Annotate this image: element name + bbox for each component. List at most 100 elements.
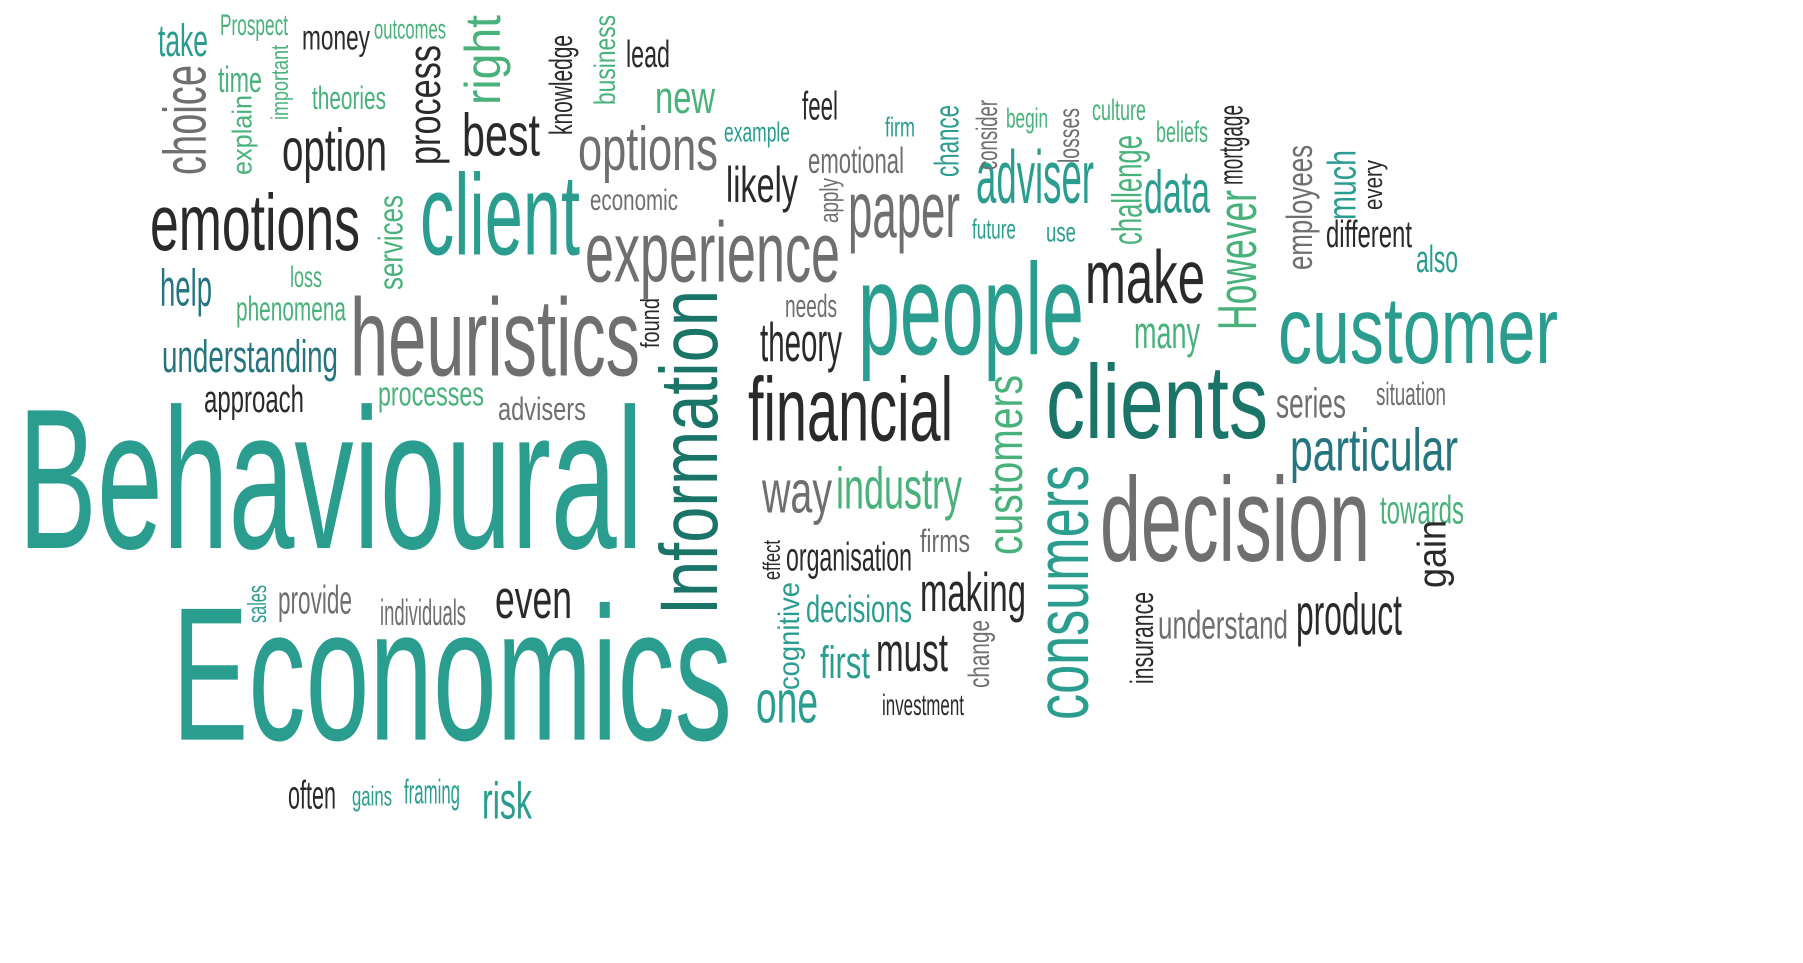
word-way: way xyxy=(762,458,832,526)
word-mortgage: mortgage xyxy=(1211,105,1251,185)
word-behavioural: Behavioural xyxy=(18,368,643,592)
word-often: often xyxy=(288,772,336,818)
word-services: services xyxy=(371,195,411,290)
word-prospect: Prospect xyxy=(220,8,288,42)
word-options: options xyxy=(578,114,718,184)
word-industry: industry xyxy=(836,456,962,522)
word-needs: needs xyxy=(785,288,837,324)
word-take: take xyxy=(158,15,208,66)
word-paper: paper xyxy=(848,165,960,255)
word-theory: theory xyxy=(760,311,842,374)
word-must: must xyxy=(876,621,948,684)
word-firm: firm xyxy=(885,111,915,143)
word-sales: sales xyxy=(242,585,272,623)
word-adviser: adviser xyxy=(976,135,1094,220)
word-change: change xyxy=(962,620,996,688)
word-particular: particular xyxy=(1290,416,1458,484)
word-even: even xyxy=(495,568,572,631)
word-make: make xyxy=(1085,235,1205,320)
word-understand: understand xyxy=(1158,602,1288,648)
word-different: different xyxy=(1326,212,1412,256)
word-towards: towards xyxy=(1380,487,1464,533)
word-employees: employees xyxy=(1279,145,1321,270)
word-business: business xyxy=(588,14,622,105)
word-every: every xyxy=(1358,160,1388,210)
word-beliefs: beliefs xyxy=(1156,115,1208,149)
word-gain: gain xyxy=(1409,520,1455,588)
word-decisions: decisions xyxy=(806,587,912,631)
word-challenge: challenge xyxy=(1103,135,1151,245)
word-feel: feel xyxy=(802,83,838,129)
word-emotional: emotional xyxy=(808,140,904,182)
word-new: new xyxy=(655,72,715,123)
word-effect: effect xyxy=(758,540,786,580)
word-option: option xyxy=(282,116,387,184)
word-cognitive: cognitive xyxy=(772,582,806,690)
word-product: product xyxy=(1296,582,1402,648)
word-risk: risk xyxy=(482,771,532,831)
word-likely: likely xyxy=(726,157,798,213)
word-gains: gains xyxy=(352,780,392,812)
word-lead: lead xyxy=(626,32,670,76)
word-however: However xyxy=(1206,190,1269,330)
word-advisers: advisers xyxy=(498,391,586,427)
word-best: best xyxy=(462,101,540,169)
word-future: future xyxy=(972,213,1016,245)
word-investment: investment xyxy=(882,688,964,722)
word-emotions: emotions xyxy=(150,178,360,268)
word-consider: consider xyxy=(970,100,1004,170)
word-individuals: individuals xyxy=(380,592,466,634)
word-also: also xyxy=(1416,237,1458,281)
word-apply: apply xyxy=(814,178,844,223)
word-people: people xyxy=(858,237,1084,383)
word-much: much xyxy=(1319,150,1365,220)
word-culture: culture xyxy=(1092,93,1146,127)
word-money: money xyxy=(302,17,370,58)
word-chance: chance xyxy=(927,105,967,177)
word-financial: financial xyxy=(748,359,953,461)
word-theories: theories xyxy=(312,80,386,116)
word-begin: begin xyxy=(1006,102,1048,134)
word-explain: explain xyxy=(226,94,258,175)
word-many: many xyxy=(1134,307,1200,358)
word-framing: framing xyxy=(404,772,460,812)
word-insurance: insurance xyxy=(1124,592,1160,684)
word-right: right xyxy=(455,15,511,106)
word-use: use xyxy=(1046,216,1076,248)
word-example: example xyxy=(724,116,790,148)
word-one: one xyxy=(756,668,818,736)
word-help: help xyxy=(160,258,212,318)
word-outcomes: outcomes xyxy=(374,13,446,45)
word-provide: provide xyxy=(278,577,352,623)
word-phenomena: phenomena xyxy=(236,289,346,329)
word-organisation: organisation xyxy=(786,534,912,580)
word-situation: situation xyxy=(1376,376,1446,412)
word-series: series xyxy=(1276,379,1346,427)
word-approach: approach xyxy=(204,377,304,421)
word-choice: choice xyxy=(151,65,219,175)
word-understanding: understanding xyxy=(162,331,338,382)
word-found: found xyxy=(635,298,665,348)
word-experience: experience xyxy=(585,204,840,301)
word-data: data xyxy=(1144,158,1210,226)
word-economic: economic xyxy=(590,183,678,217)
word-firms: firms xyxy=(920,523,970,559)
word-knowledge: knowledge xyxy=(543,35,579,135)
word-making: making xyxy=(920,561,1026,624)
word-customer: customer xyxy=(1278,277,1558,384)
word-client: client xyxy=(420,151,580,280)
word-decision: decision xyxy=(1100,452,1370,588)
word-processes: processes xyxy=(378,374,484,414)
word-loss: loss xyxy=(290,260,322,294)
word-losses: losses xyxy=(1052,108,1086,163)
word-consumers: consumers xyxy=(1020,465,1105,720)
word-process: process xyxy=(399,45,450,165)
word-customers: customers xyxy=(977,375,1033,555)
word-time: time xyxy=(218,59,262,101)
word-clients: clients xyxy=(1046,343,1268,462)
word-economics: Economics xyxy=(172,568,732,782)
word-important: important xyxy=(266,45,294,120)
word-first: first xyxy=(820,637,870,688)
word-heuristics: heuristics xyxy=(350,276,640,400)
